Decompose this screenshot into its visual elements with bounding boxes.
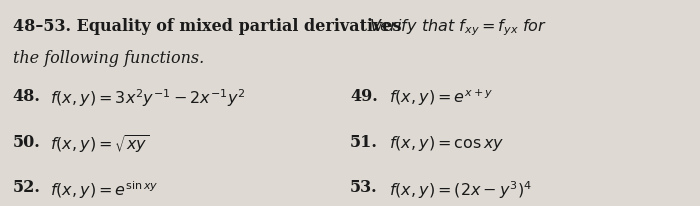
Text: the following functions.: the following functions. <box>13 50 204 68</box>
Text: 49.: 49. <box>350 88 378 105</box>
Text: $f(x, y) = (2x - y^3)^4$: $f(x, y) = (2x - y^3)^4$ <box>389 179 531 201</box>
Text: $\it{Verify\ that}\ f_{xy} = f_{yx}\ \it{for}$: $\it{Verify\ that}\ f_{xy} = f_{yx}\ \it… <box>369 18 547 38</box>
Text: $f(x, y) = \cos xy$: $f(x, y) = \cos xy$ <box>389 134 504 153</box>
Text: 48.: 48. <box>13 88 41 105</box>
Text: 48–53. Equality of mixed partial derivatives: 48–53. Equality of mixed partial derivat… <box>13 18 401 35</box>
Text: 53.: 53. <box>350 179 377 196</box>
Text: 51.: 51. <box>350 134 378 151</box>
Text: 50.: 50. <box>13 134 41 151</box>
Text: $f(x, y) = e^{x+y}$: $f(x, y) = e^{x+y}$ <box>389 88 493 108</box>
Text: 52.: 52. <box>13 179 41 196</box>
Text: $f(x, y) = \sqrt{xy}$: $f(x, y) = \sqrt{xy}$ <box>50 134 150 156</box>
Text: $f(x, y) = 3x^2y^{-1} - 2x^{-1}y^2$: $f(x, y) = 3x^2y^{-1} - 2x^{-1}y^2$ <box>50 88 246 109</box>
Text: $f(x, y) = e^{\sin xy}$: $f(x, y) = e^{\sin xy}$ <box>50 179 159 201</box>
